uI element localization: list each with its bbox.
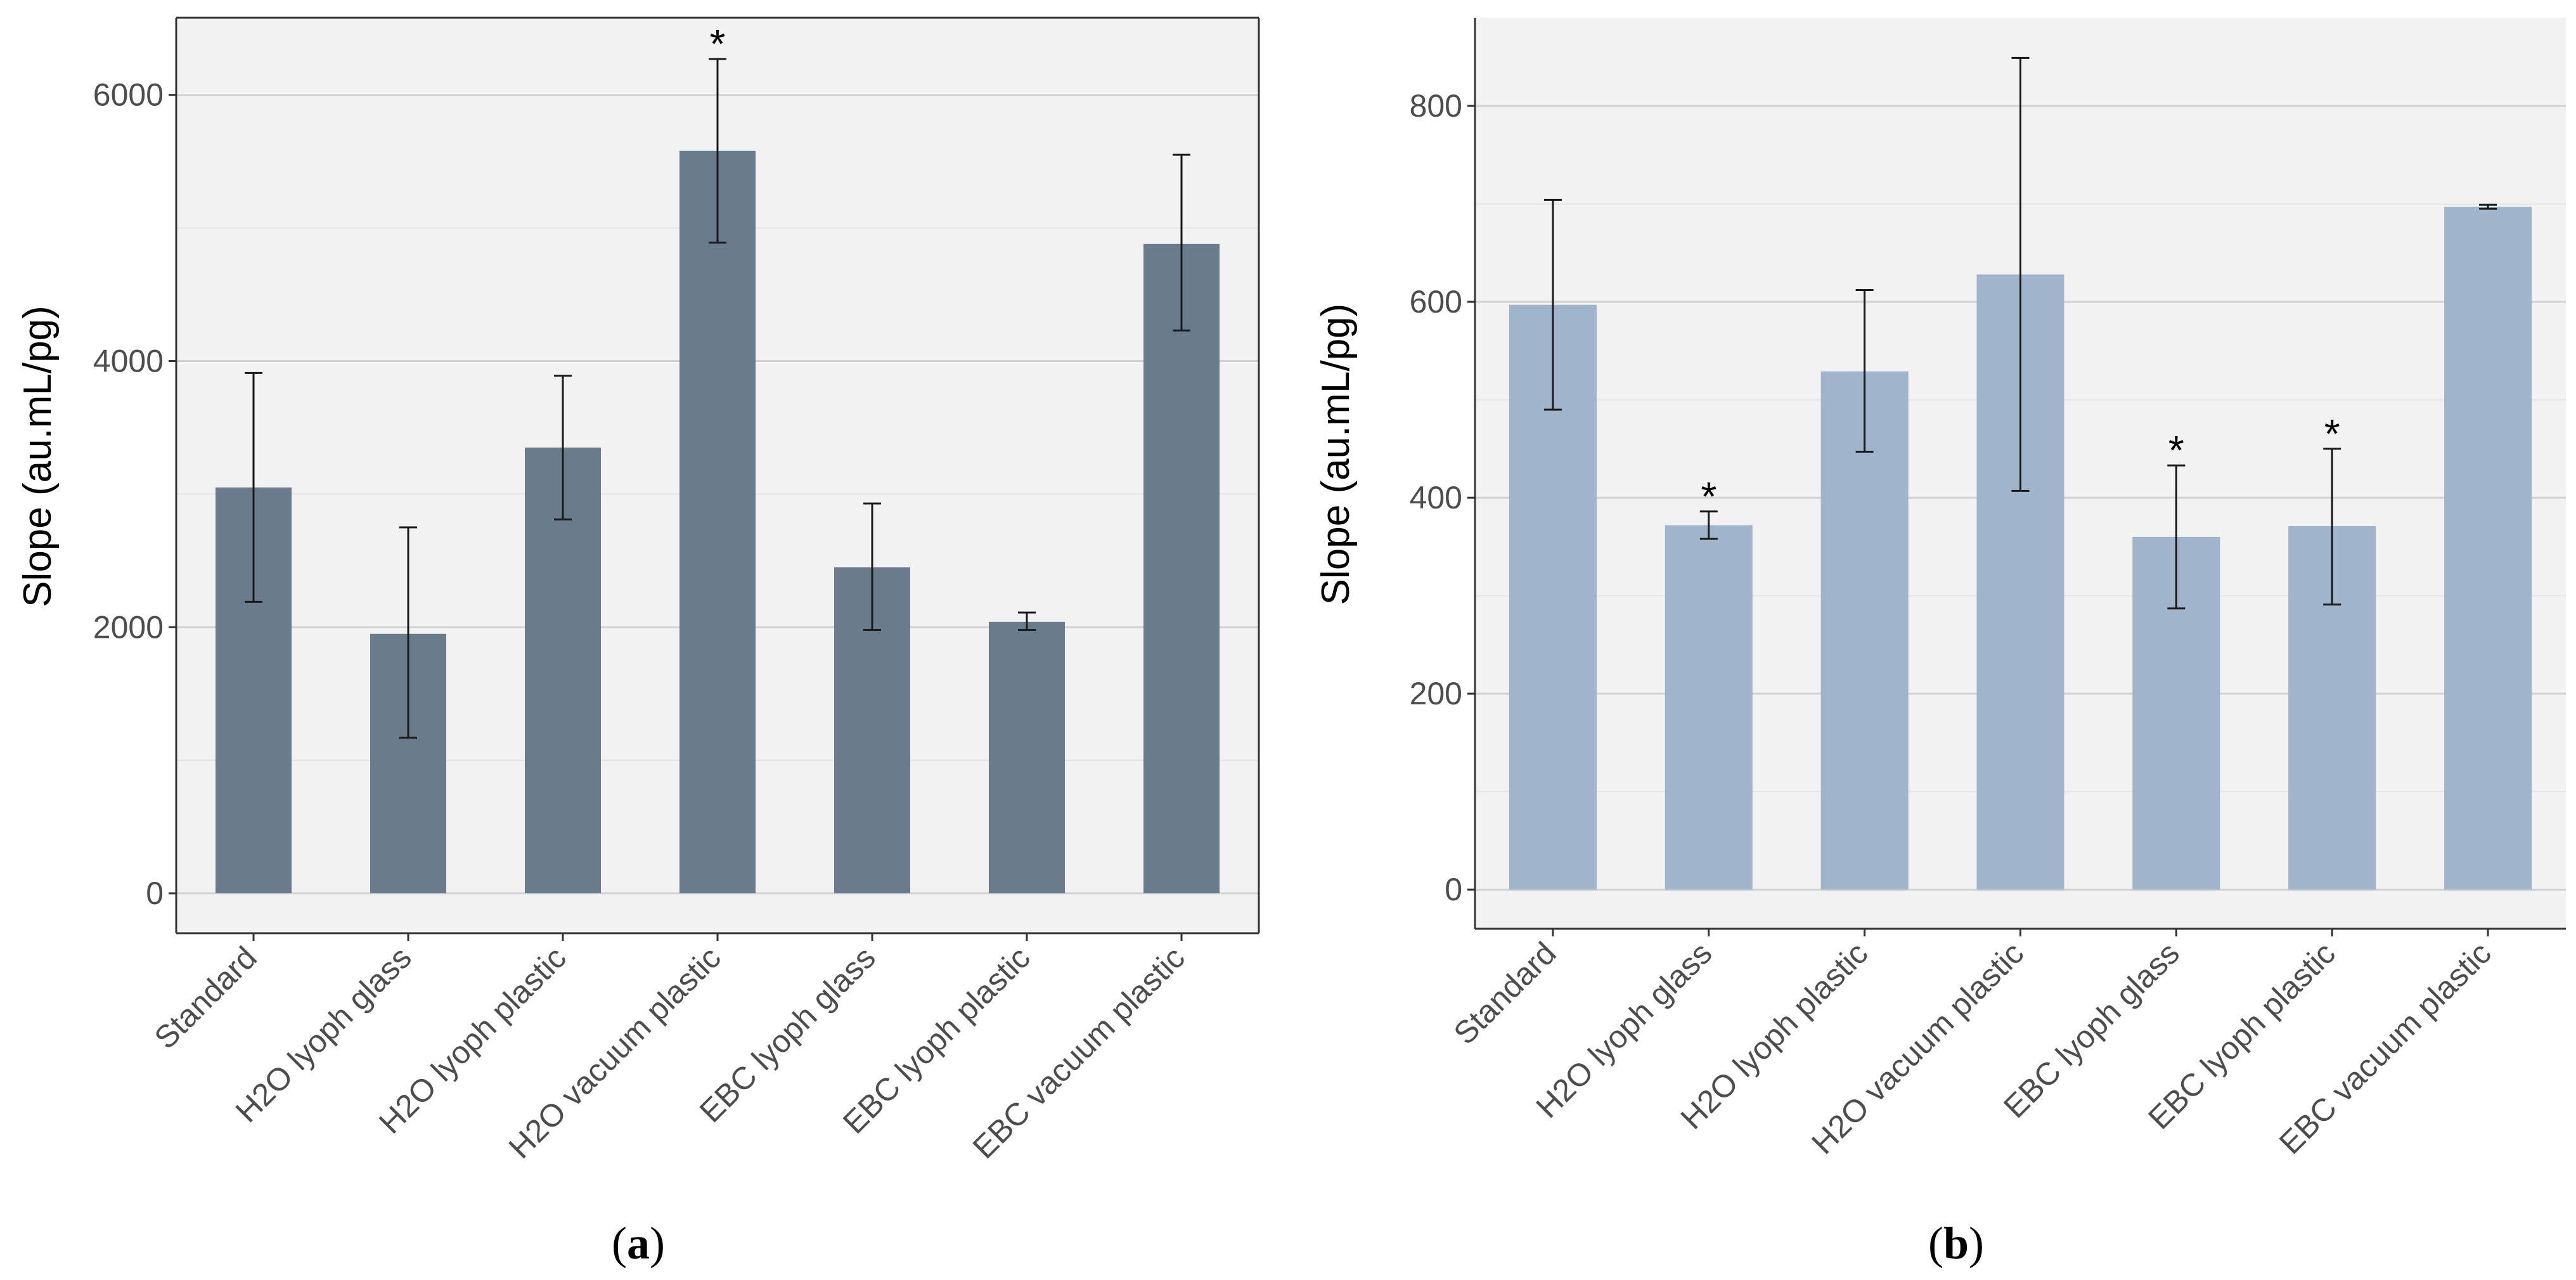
y-tick-label: 2000 <box>93 609 164 645</box>
bar-3 <box>1820 371 1909 890</box>
significance-marker: * <box>2324 411 2340 456</box>
y-tick-label: 400 <box>1410 480 1462 515</box>
bar-4 <box>679 150 756 894</box>
y-tick-label: 0 <box>1445 872 1462 907</box>
significance-marker: * <box>1701 474 1716 519</box>
x-tick-label: Standard <box>148 940 264 1056</box>
y-axis-label: Slope (au.mL/pg) <box>1314 304 1358 605</box>
bar-2 <box>1665 525 1753 890</box>
y-tick-label: 0 <box>146 876 164 911</box>
y-tick-label: 600 <box>1410 284 1462 320</box>
bar-3 <box>525 447 601 894</box>
bar-7 <box>2444 207 2532 890</box>
panel-caption: (a) <box>612 1218 665 1269</box>
significance-marker: * <box>710 21 726 67</box>
panel-caption: (b) <box>1928 1218 1984 1269</box>
y-tick-label: 6000 <box>93 77 164 113</box>
x-tick-label: Standard <box>1447 935 1563 1051</box>
y-tick-label: 800 <box>1410 88 1462 124</box>
y-axis-label: Slope (au.mL/pg) <box>16 306 60 607</box>
significance-marker: * <box>2168 427 2184 473</box>
bar-7 <box>1143 243 1220 894</box>
bar-6 <box>989 621 1065 894</box>
y-tick-label: 200 <box>1410 676 1462 711</box>
y-tick-label: 4000 <box>93 344 164 379</box>
